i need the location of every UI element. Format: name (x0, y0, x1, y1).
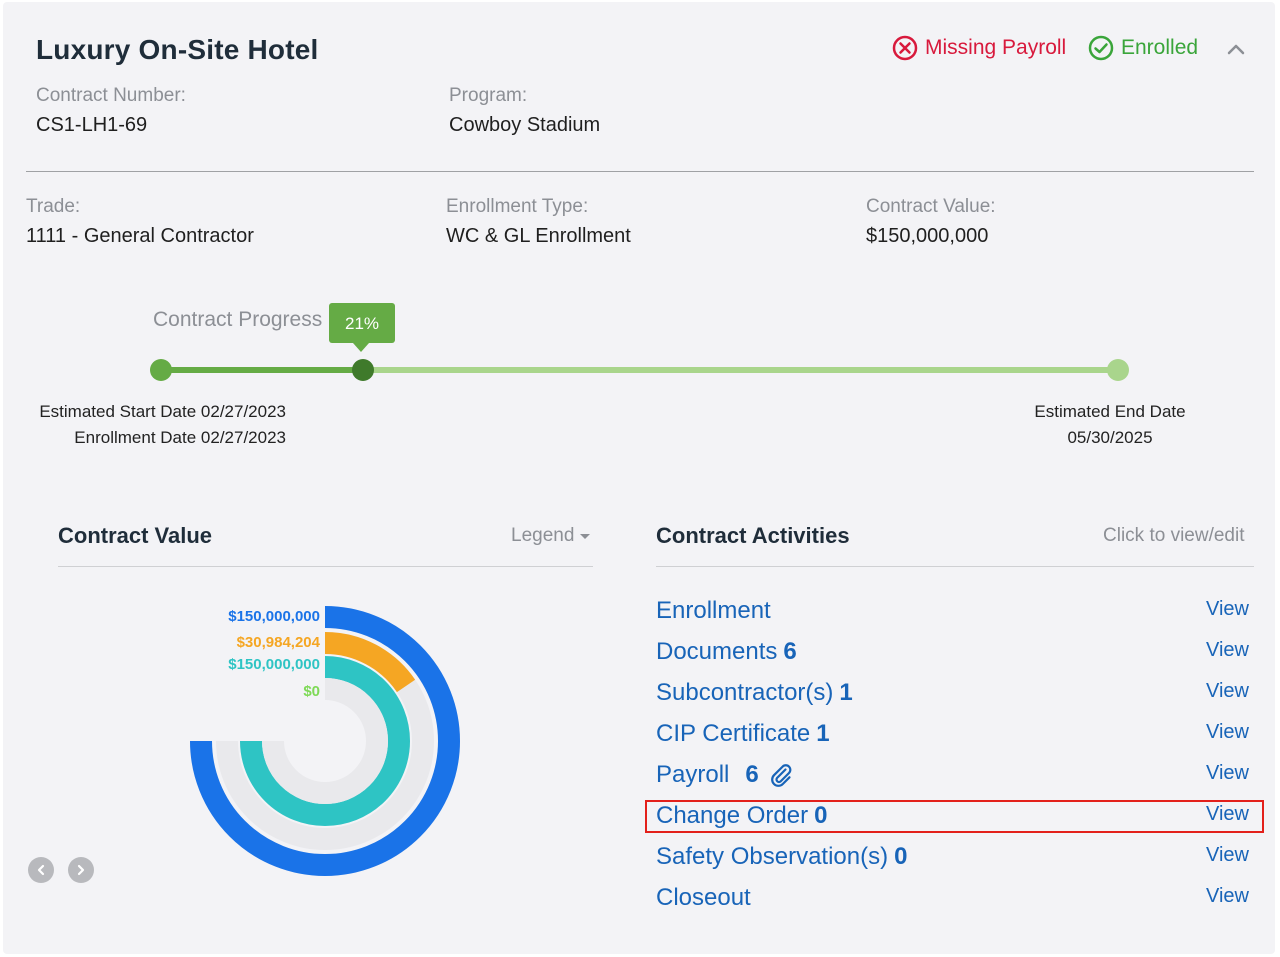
progress-percent-tooltip: 21% (329, 303, 395, 343)
view-subcontractors-link[interactable]: View (1206, 680, 1249, 702)
enrolled-label: Enrolled (1121, 36, 1199, 59)
contract-title: Luxury On-Site Hotel (36, 34, 319, 65)
activity-label: Subcontractor(s) (656, 679, 834, 706)
activity-payroll[interactable]: Payroll 6 (656, 761, 793, 789)
estimated-end-date-label: Estimated End Date (1034, 402, 1186, 421)
chevron-left-icon[interactable] (28, 857, 54, 883)
caret-down-icon (580, 533, 591, 539)
click-to-view-hint: Click to view/edit (1103, 525, 1245, 546)
contract-value-radial-chart (190, 606, 460, 876)
activity-count: 1 (839, 679, 853, 706)
activity-count: 0 (894, 843, 908, 870)
contract-progress-label: Contract Progress (153, 308, 323, 331)
activity-change-order[interactable]: Change Order 0 (656, 802, 827, 830)
activity-subcontractors[interactable]: Subcontractor(s) 1 (656, 679, 853, 707)
progress-end-dot (1107, 359, 1129, 381)
progress-start-dot (150, 359, 172, 381)
activity-count: 6 (783, 638, 797, 665)
section-divider (26, 171, 1254, 172)
contract-number-value: CS1-LH1-69 (36, 114, 148, 136)
activity-safety-observations[interactable]: Safety Observation(s) 0 (656, 843, 907, 871)
error-circle-icon (892, 35, 918, 61)
tooltip-arrow (353, 343, 369, 352)
activity-label: Documents (656, 638, 778, 665)
change-order-highlight-box (645, 800, 1264, 833)
contract-value-amount: $150,000,000 (866, 225, 989, 247)
view-documents-link[interactable]: View (1206, 639, 1249, 661)
ring-arc-1 (190, 606, 460, 876)
activity-documents[interactable]: Documents 6 (656, 638, 797, 666)
missing-payroll-status[interactable]: Missing Payroll (892, 35, 1066, 61)
estimated-start-date: Estimated Start Date 02/27/2023 (39, 402, 286, 421)
ring-label-3: $150,000,000 (228, 656, 320, 673)
ring-arc-3 (240, 656, 410, 826)
contract-value-label: Contract Value: (866, 196, 996, 217)
activity-count: 1 (816, 720, 830, 747)
enrollment-type-label: Enrollment Type: (446, 196, 589, 217)
contract-number-label: Contract Number: (36, 85, 186, 106)
view-closeout-link[interactable]: View (1206, 885, 1249, 907)
contract-value-divider (58, 566, 593, 567)
view-payroll-link[interactable]: View (1206, 762, 1249, 784)
legend-dropdown[interactable]: Legend (511, 525, 591, 547)
ring-arc-2 (324, 632, 416, 693)
enrollment-date: Enrollment Date 02/27/2023 (74, 428, 286, 447)
activities-divider (656, 566, 1254, 567)
activity-count: 6 (745, 761, 759, 788)
ring-label-1: $150,000,000 (228, 608, 320, 625)
view-change-order-link[interactable]: View (1206, 803, 1249, 825)
trade-label: Trade: (26, 196, 81, 217)
ring-label-4: $0 (303, 683, 320, 700)
progress-track (161, 367, 1118, 373)
activity-enrollment[interactable]: Enrollment (656, 597, 771, 625)
activity-label: Payroll (656, 761, 730, 788)
progress-fill (161, 367, 362, 373)
missing-payroll-label: Missing Payroll (925, 36, 1067, 59)
contract-value-panel-title: Contract Value (58, 523, 213, 548)
chevron-up-icon[interactable] (1227, 42, 1245, 56)
activity-label: Closeout (656, 884, 751, 911)
program-value: Cowboy Stadium (449, 114, 601, 136)
trade-value: 1111 - General Contractor (26, 225, 254, 247)
view-enrollment-link[interactable]: View (1206, 598, 1249, 620)
program-label: Program: (449, 85, 528, 106)
progress-current-dot (352, 359, 374, 381)
check-circle-icon (1088, 35, 1114, 61)
ring-label-2: $30,984,204 (236, 634, 320, 651)
view-cip-certificate-link[interactable]: View (1206, 721, 1249, 743)
paperclip-icon[interactable] (769, 763, 793, 787)
contract-activities-title: Contract Activities (656, 523, 850, 548)
activity-count: 0 (814, 802, 828, 829)
activity-label: CIP Certificate (656, 720, 811, 747)
estimated-end-date-value: 05/30/2025 (1067, 428, 1153, 447)
activity-label: Enrollment (656, 597, 771, 624)
activity-cip-certificate[interactable]: CIP Certificate 1 (656, 720, 830, 748)
chevron-right-icon[interactable] (68, 857, 94, 883)
view-safety-observations-link[interactable]: View (1206, 844, 1249, 866)
activity-label: Safety Observation(s) (656, 843, 889, 870)
activity-closeout[interactable]: Closeout (656, 884, 751, 912)
enrolled-status[interactable]: Enrolled (1088, 35, 1198, 61)
ring-track-4 (262, 678, 388, 804)
activity-label: Change Order (656, 802, 809, 829)
enrollment-type-value: WC & GL Enrollment (446, 225, 631, 247)
legend-label: Legend (511, 525, 575, 546)
